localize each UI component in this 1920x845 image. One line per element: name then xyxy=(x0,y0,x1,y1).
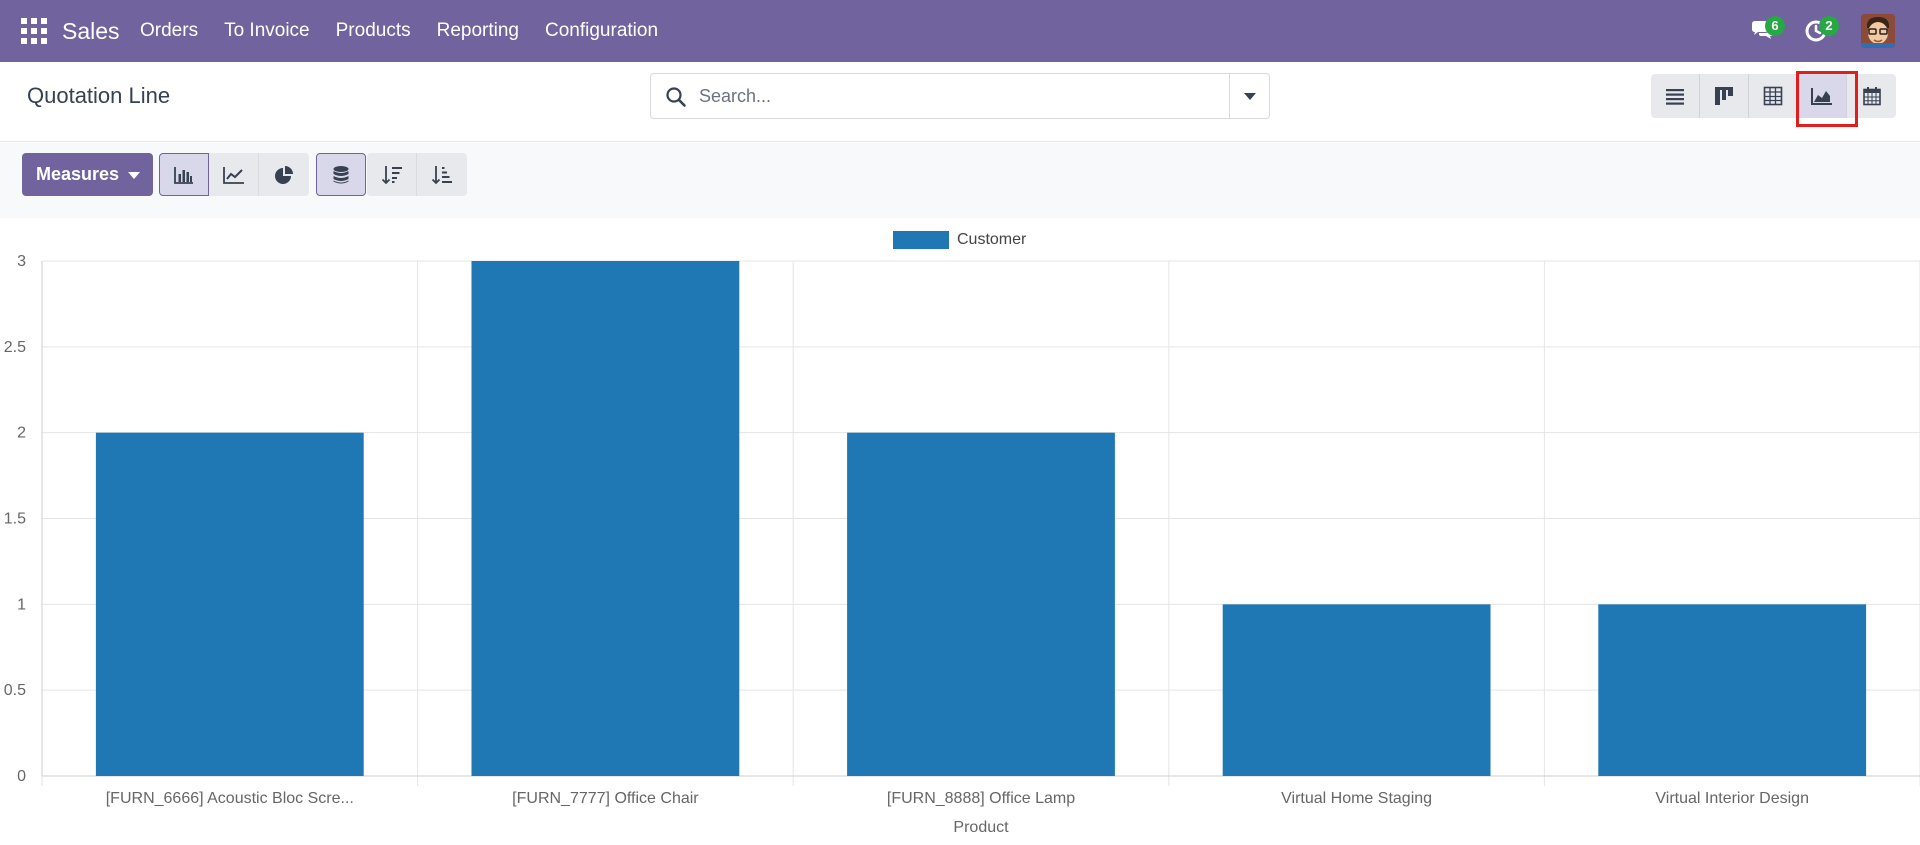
bar[interactable] xyxy=(1222,604,1491,776)
calendar-view-button[interactable] xyxy=(1847,74,1896,118)
pie-chart-button[interactable] xyxy=(259,153,309,196)
y-tick-label: 2.5 xyxy=(4,339,26,356)
sort-ascending-button[interactable] xyxy=(417,153,467,196)
measures-dropdown-button[interactable]: Measures xyxy=(22,153,153,196)
chart-legend[interactable]: Customer xyxy=(893,230,1026,250)
bar-chart: 0 0.5 1 1.5 2 2.5 3 [FURN_6666] Acoustic Bloc S… xyxy=(4,253,1920,836)
sort-group xyxy=(367,153,467,196)
menu-item-to-invoice[interactable]: To Invoice xyxy=(224,20,310,41)
search-bar xyxy=(650,73,1270,119)
caret-down-icon xyxy=(1244,93,1256,100)
line-chart-button[interactable] xyxy=(209,153,259,196)
y-tick-label: 2 xyxy=(17,425,26,442)
control-panel: Quotation Line xyxy=(0,62,1920,142)
legend-label: Customer xyxy=(957,231,1027,248)
sort-descending-icon xyxy=(381,165,402,184)
x-tick-label: [FURN_6666] Acoustic Bloc Scre... xyxy=(106,790,354,807)
search-options-toggle[interactable] xyxy=(1229,74,1269,118)
y-tick-label: 3 xyxy=(17,253,26,270)
menu-item-configuration[interactable]: Configuration xyxy=(545,20,659,41)
search-input[interactable] xyxy=(699,84,1199,108)
main-menu: Orders To Invoice Products Reporting Con… xyxy=(140,20,684,42)
menu-item-products[interactable]: Products xyxy=(335,20,411,41)
list-view-button[interactable] xyxy=(1651,74,1700,118)
kanban-view-button[interactable] xyxy=(1700,74,1749,118)
messages-count-badge: 6 xyxy=(1765,16,1785,36)
caret-down-icon xyxy=(128,172,140,179)
view-switcher xyxy=(1651,74,1896,118)
pivot-view-button[interactable] xyxy=(1749,74,1798,118)
x-tick-label: [FURN_8888] Office Lamp xyxy=(887,790,1075,807)
kanban-view-icon xyxy=(1715,87,1733,105)
search-icon xyxy=(666,87,686,107)
bar[interactable] xyxy=(95,432,364,776)
graph-view-icon xyxy=(1811,88,1832,105)
x-tick-label: Virtual Home Staging xyxy=(1281,790,1432,807)
sort-descending-button[interactable] xyxy=(367,153,417,196)
messages-button[interactable]: 6 xyxy=(1745,14,1785,48)
pivot-view-icon xyxy=(1763,86,1783,106)
y-tick-label: 0 xyxy=(17,768,26,785)
line-chart-icon xyxy=(222,166,244,184)
bar-chart-button[interactable] xyxy=(159,153,209,196)
graph-chart: 0 0.5 1 1.5 2 2.5 3 [FURN_6666] Acoustic Bloc S… xyxy=(0,218,1920,845)
y-tick-label: 1 xyxy=(17,596,26,613)
menu-item-reporting[interactable]: Reporting xyxy=(436,20,519,41)
x-axis-title: Product xyxy=(953,819,1009,836)
stacked-toggle-button[interactable] xyxy=(316,153,366,196)
legend-swatch xyxy=(893,231,949,249)
y-tick-label: 1.5 xyxy=(4,511,26,528)
user-avatar[interactable] xyxy=(1861,14,1895,48)
calendar-view-icon xyxy=(1862,87,1881,106)
menu-item-orders[interactable]: Orders xyxy=(140,20,199,41)
app-brand[interactable]: Sales xyxy=(62,18,120,44)
list-view-icon xyxy=(1666,89,1684,105)
measures-label: Measures xyxy=(36,164,120,184)
apps-grid-icon[interactable] xyxy=(21,18,47,44)
chat-icon xyxy=(1752,21,1773,39)
activities-count-badge: 2 xyxy=(1819,16,1839,36)
y-tick-label: 0.5 xyxy=(4,682,26,699)
bar[interactable] xyxy=(471,261,740,776)
activities-button[interactable]: 2 xyxy=(1799,14,1839,48)
pie-chart-icon xyxy=(275,165,293,184)
bar-chart-icon xyxy=(174,166,193,184)
x-tick-label: [FURN_7777] Office Chair xyxy=(512,790,699,807)
stacked-database-icon xyxy=(333,165,349,183)
x-tick-label: Virtual Interior Design xyxy=(1655,790,1809,807)
page-title: Quotation Line xyxy=(27,83,171,108)
graph-toolbar: Measures xyxy=(0,143,1920,218)
top-navbar: Sales Orders To Invoice Products Reporti… xyxy=(0,0,1920,62)
bar[interactable] xyxy=(1598,604,1867,776)
stacked-group xyxy=(316,153,366,196)
bar[interactable] xyxy=(847,432,1115,776)
chart-mode-group xyxy=(159,153,309,196)
sort-ascending-icon xyxy=(431,165,452,184)
graph-view-button[interactable] xyxy=(1798,74,1847,118)
